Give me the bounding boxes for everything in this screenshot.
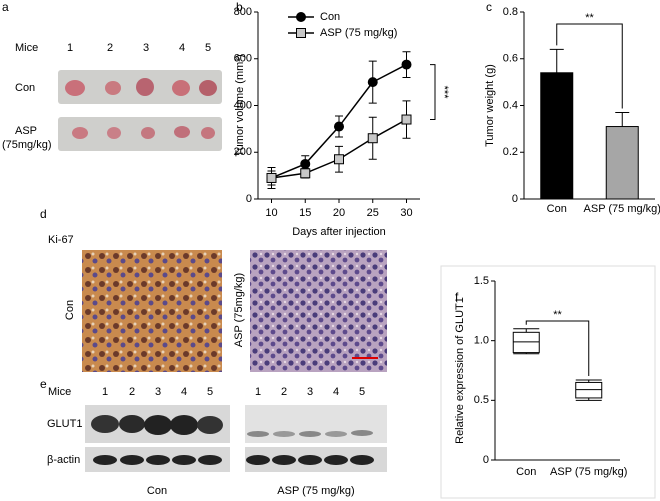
y-tick-label: 0.6 bbox=[503, 53, 518, 65]
mouse-number: 2 bbox=[281, 386, 287, 398]
x-tick-label: 15 bbox=[299, 207, 311, 219]
y-tick-label: 400 bbox=[234, 99, 252, 111]
mouse-number: 1 bbox=[67, 42, 73, 54]
panel-letter: f bbox=[455, 290, 459, 304]
panel-d-images bbox=[82, 250, 387, 372]
mouse-number: 4 bbox=[179, 42, 185, 54]
panel-letter: b bbox=[236, 0, 243, 14]
legend-label: ASP (75 mg/kg) bbox=[320, 27, 397, 39]
x-axis-label: Days after injection bbox=[292, 226, 386, 238]
marker bbox=[401, 114, 412, 125]
group-label: Con bbox=[147, 485, 167, 497]
marker bbox=[300, 158, 311, 169]
panel-a-photos bbox=[58, 70, 222, 151]
row-header: Mice bbox=[15, 42, 38, 54]
y-tick-label: 0.4 bbox=[503, 99, 518, 111]
mouse-number: 4 bbox=[333, 386, 339, 398]
mouse-number: 3 bbox=[307, 386, 313, 398]
y-tick-label: 600 bbox=[234, 53, 252, 65]
significance-label: *** bbox=[438, 86, 450, 100]
mouse-number: 3 bbox=[155, 386, 161, 398]
mouse-number: 5 bbox=[359, 386, 365, 398]
y-tick-label: 1.0 bbox=[474, 335, 489, 347]
y-tick-label: 0.2 bbox=[503, 146, 518, 158]
x-tick-label: 25 bbox=[367, 207, 379, 219]
legend-marker bbox=[296, 12, 306, 22]
row-header: Mice bbox=[48, 386, 71, 398]
whisker bbox=[513, 328, 540, 333]
mouse-number: 2 bbox=[129, 386, 135, 398]
y-tick-label: 0 bbox=[483, 454, 489, 466]
mouse-number: 4 bbox=[181, 386, 187, 398]
panel-e-blots bbox=[85, 405, 387, 472]
panel-letter: a bbox=[2, 0, 9, 14]
row-label: ASP bbox=[15, 125, 37, 137]
significance-bracket bbox=[430, 64, 436, 121]
bar bbox=[540, 72, 574, 200]
y-axis-label: Tumor volume (mm³) bbox=[234, 54, 246, 156]
marker bbox=[300, 168, 311, 179]
y-axis-label: Relative expression of GLUT1 bbox=[454, 297, 466, 444]
marker bbox=[401, 59, 412, 70]
y-axis-label: Tumor weight (g) bbox=[484, 64, 496, 147]
mouse-number: 1 bbox=[255, 386, 261, 398]
mouse-number: 2 bbox=[107, 42, 113, 54]
panel-letter: e bbox=[40, 377, 47, 391]
y-tick-label: 0.8 bbox=[503, 6, 518, 18]
significance-bracket bbox=[556, 23, 623, 109]
box bbox=[575, 381, 603, 399]
y-tick-label: 200 bbox=[234, 146, 252, 158]
image-label: Con bbox=[64, 300, 76, 320]
significance-label: ** bbox=[585, 12, 594, 24]
error-bar bbox=[549, 48, 564, 73]
bar bbox=[605, 126, 639, 200]
marker bbox=[367, 133, 378, 144]
marker bbox=[334, 154, 344, 165]
marker bbox=[266, 172, 277, 183]
group-label: ASP (75 mg/kg) bbox=[277, 485, 354, 497]
x-tick-label: 30 bbox=[400, 207, 412, 219]
error-bar bbox=[615, 112, 630, 127]
panel-letter: c bbox=[486, 0, 492, 14]
legend-marker bbox=[296, 28, 306, 38]
panel-f-frame bbox=[440, 265, 656, 499]
y-tick-label: 0.5 bbox=[474, 394, 489, 406]
mouse-number: 3 bbox=[143, 42, 149, 54]
x-tick-label: ASP (75 mg/kg) bbox=[584, 203, 660, 215]
x-tick-label: Con bbox=[547, 203, 567, 215]
x-tick-label: Con bbox=[516, 466, 536, 478]
significance-label: ** bbox=[553, 309, 562, 321]
box bbox=[512, 331, 540, 354]
row-label: Con bbox=[15, 82, 35, 94]
mouse-number: 5 bbox=[205, 42, 211, 54]
row-label: (75mg/kg) bbox=[2, 139, 52, 151]
image-label: ASP (75mg/kg) bbox=[233, 273, 245, 347]
protein-label: β-actin bbox=[47, 454, 80, 466]
protein-label: GLUT1 bbox=[47, 418, 82, 430]
x-tick-label: 10 bbox=[265, 207, 277, 219]
y-tick-label: 0 bbox=[246, 193, 252, 205]
x-tick-label: ASP (75 mg/kg) bbox=[550, 466, 627, 478]
mouse-number: 1 bbox=[102, 386, 108, 398]
legend-label: Con bbox=[320, 11, 340, 23]
y-tick-label: 1.5 bbox=[474, 275, 489, 287]
marker bbox=[367, 77, 378, 88]
x-tick-label: 20 bbox=[333, 207, 345, 219]
stain-label: Ki-67 bbox=[48, 234, 74, 246]
y-tick-label: 800 bbox=[234, 6, 252, 18]
significance-bracket bbox=[525, 320, 590, 377]
mouse-number: 5 bbox=[207, 386, 213, 398]
y-tick-label: 0 bbox=[512, 193, 518, 205]
marker bbox=[334, 121, 344, 132]
panel-letter: d bbox=[40, 207, 47, 221]
